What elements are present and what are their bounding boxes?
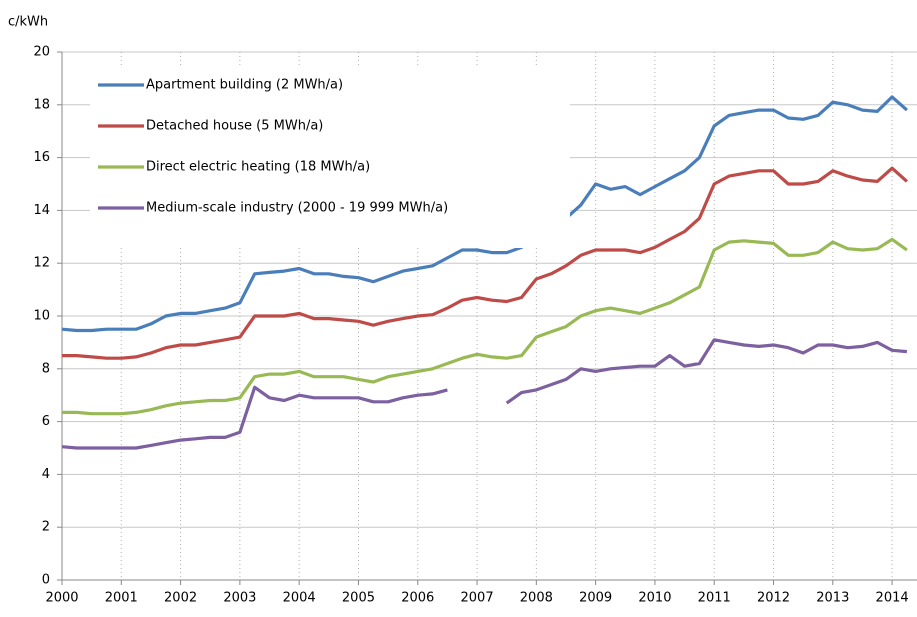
x-tick-label: 2005 — [342, 591, 375, 606]
legend-label: Detached house (5 MWh/a) — [146, 119, 323, 134]
x-tick-label: 2011 — [698, 591, 731, 606]
series-line — [62, 237, 908, 416]
x-tick-label: 2003 — [223, 591, 256, 606]
x-tick-label: 2004 — [283, 591, 316, 606]
legend-label: Direct electric heating (18 MWh/a) — [146, 160, 370, 175]
y-tick-label: 12 — [33, 256, 50, 271]
legend-label: Medium-scale industry (2000 - 19 999 MWh… — [146, 201, 448, 216]
legend: Apartment building (2 MWh/a) Detached hou… — [90, 68, 570, 248]
legend-box — [90, 68, 570, 248]
y-tick-label: 4 — [42, 467, 50, 482]
x-tick-label: 2000 — [45, 591, 78, 606]
y-tick-label: 14 — [33, 203, 50, 218]
x-tick-label: 2014 — [876, 591, 909, 606]
x-tick-label: 2002 — [164, 591, 197, 606]
y-axis-label: c/kWh — [8, 15, 48, 30]
x-tick-label: 2006 — [401, 591, 434, 606]
series-line — [61, 95, 908, 333]
y-tick-label: 20 — [33, 45, 50, 60]
legend-label: Apartment building (2 MWh/a) — [146, 78, 343, 93]
y-tick-label: 8 — [42, 361, 50, 376]
x-tick-label: 2007 — [461, 591, 494, 606]
y-tick-label: 6 — [42, 414, 50, 429]
x-tick-label: 2013 — [816, 591, 849, 606]
series-line — [62, 166, 908, 360]
y-tick-label: 0 — [42, 573, 50, 588]
x-tick-label: 2010 — [638, 591, 671, 606]
series-line — [61, 338, 908, 450]
x-tick-label: 2008 — [520, 591, 553, 606]
x-tick-label: 2001 — [105, 591, 138, 606]
y-tick-label: 10 — [33, 309, 50, 324]
x-tick-label: 2009 — [579, 591, 612, 606]
x-tick-label: 2012 — [757, 591, 790, 606]
y-tick-label: 16 — [33, 150, 50, 165]
y-tick-label: 18 — [33, 97, 50, 112]
y-tick-label: 2 — [42, 520, 50, 535]
